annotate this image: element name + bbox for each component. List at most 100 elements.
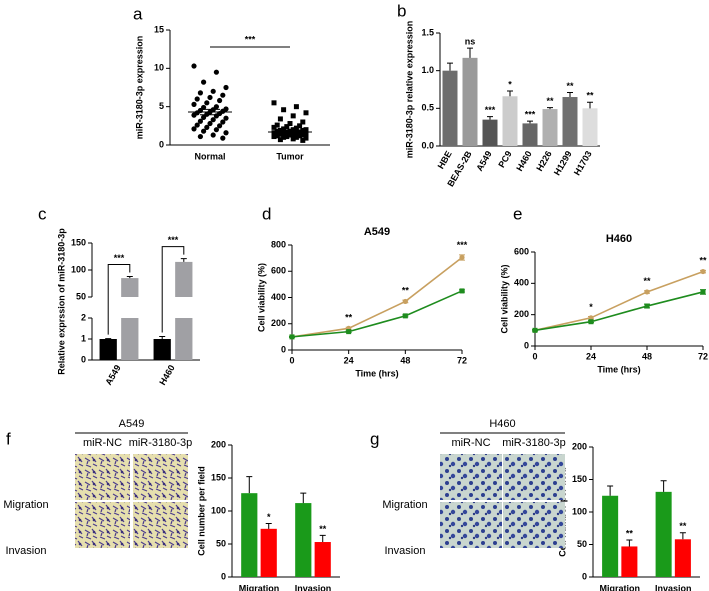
chart-title: H460 (606, 233, 632, 245)
data-point (207, 120, 213, 127)
column-label: miR-3180-3p (502, 437, 566, 449)
error-bar (265, 523, 272, 529)
significance-bracket (161, 246, 185, 333)
x-tick-label: H460 (157, 363, 176, 387)
bar (621, 546, 638, 577)
micrograph (503, 454, 565, 500)
y-tick-label: 100 (572, 506, 587, 516)
data-point (210, 88, 216, 94)
micrograph (440, 502, 502, 548)
x-axis-label: Time (hrs) (355, 368, 398, 378)
data-point (271, 130, 277, 136)
significance: *** (114, 253, 125, 263)
data-point (213, 69, 219, 75)
marker (700, 268, 706, 275)
error-bar (679, 532, 686, 540)
y-tick-label: 50 (216, 538, 226, 548)
x-tick-label: 0 (532, 351, 537, 361)
column-label: miR-NC (451, 437, 490, 449)
bar (602, 495, 619, 577)
data-point (220, 135, 226, 141)
significance: ns (465, 36, 476, 46)
y-tick-label: 50 (577, 539, 587, 549)
y-tick-label: 50 (76, 291, 86, 301)
y-axis-label: Cell viability (%) (256, 263, 266, 332)
y-tick-label: 0 (159, 139, 164, 149)
data-point (194, 122, 200, 128)
data-point (197, 90, 203, 96)
y-axis-label: Cell viability (%) (499, 264, 509, 333)
error-bar (547, 107, 553, 110)
significance: ** (586, 91, 594, 101)
data-point (223, 130, 229, 136)
data-point (274, 133, 280, 139)
bar (482, 119, 498, 146)
data-point (204, 100, 210, 106)
data-point (303, 131, 309, 136)
error-bar (159, 335, 166, 339)
x-tick-label: H1703 (572, 149, 594, 177)
data-point (281, 107, 287, 113)
significance: ** (566, 81, 574, 91)
bar (175, 261, 193, 297)
data-point (210, 117, 216, 123)
y-tick-label: 2 (81, 312, 86, 322)
y-tick-label: 0 (582, 571, 587, 581)
data-point (197, 118, 203, 124)
data-point (220, 92, 226, 98)
data-point (223, 115, 229, 121)
x-tick-label: 48 (642, 351, 652, 361)
x-tick-label: H226 (534, 149, 553, 173)
y-tick-label: 200 (572, 441, 587, 451)
significance: *** (457, 240, 468, 250)
significance: *** (485, 105, 496, 115)
significance: *** (168, 235, 179, 245)
data-point (217, 97, 223, 104)
error-bar (607, 485, 614, 496)
y-tick-label: 100 (71, 264, 86, 274)
data-point (290, 131, 296, 137)
significance: * (589, 302, 593, 312)
data-point (287, 132, 293, 138)
error-bar (280, 130, 300, 134)
error-bar (319, 534, 326, 543)
data-point (220, 119, 226, 125)
x-tick-label: Invasion (655, 583, 692, 591)
data-point (293, 134, 299, 140)
error-bar (300, 492, 307, 504)
error-bar (660, 480, 667, 492)
bar (562, 97, 578, 146)
y-axis-label: miR-3180-3p relative expression (404, 21, 414, 159)
x-tick-label: A549 (474, 149, 493, 173)
y-tick-label: 150 (572, 474, 587, 484)
data-point (303, 127, 309, 133)
x-tick-label: Migration (239, 583, 280, 591)
significance: ** (402, 286, 410, 296)
y-tick-label: 150 (211, 472, 226, 482)
x-tick-label: 24 (586, 351, 596, 361)
error-bar (507, 90, 513, 97)
panel-label: c (38, 204, 47, 223)
data-point (213, 127, 219, 133)
marker (588, 315, 594, 321)
x-tick-label: 72 (698, 351, 708, 361)
bar (295, 503, 312, 577)
significance: ** (699, 256, 707, 266)
data-point (191, 126, 197, 132)
marker (588, 319, 594, 325)
bar (314, 542, 331, 577)
data-point (284, 124, 290, 130)
x-tick-label: HBE (436, 149, 454, 170)
x-tick-label: 0 (289, 355, 294, 365)
data-point (194, 96, 200, 102)
data-point (300, 127, 306, 133)
column-label: miR-NC (83, 437, 122, 449)
line (534, 270, 704, 332)
y-tick-label: 0 (81, 354, 86, 364)
row-label: Invasion (385, 545, 426, 557)
line (291, 290, 463, 338)
data-point (201, 114, 207, 120)
row-label: Migration (3, 499, 48, 511)
y-tick-label: 0 (221, 571, 226, 581)
x-tick-label: 72 (457, 355, 467, 365)
